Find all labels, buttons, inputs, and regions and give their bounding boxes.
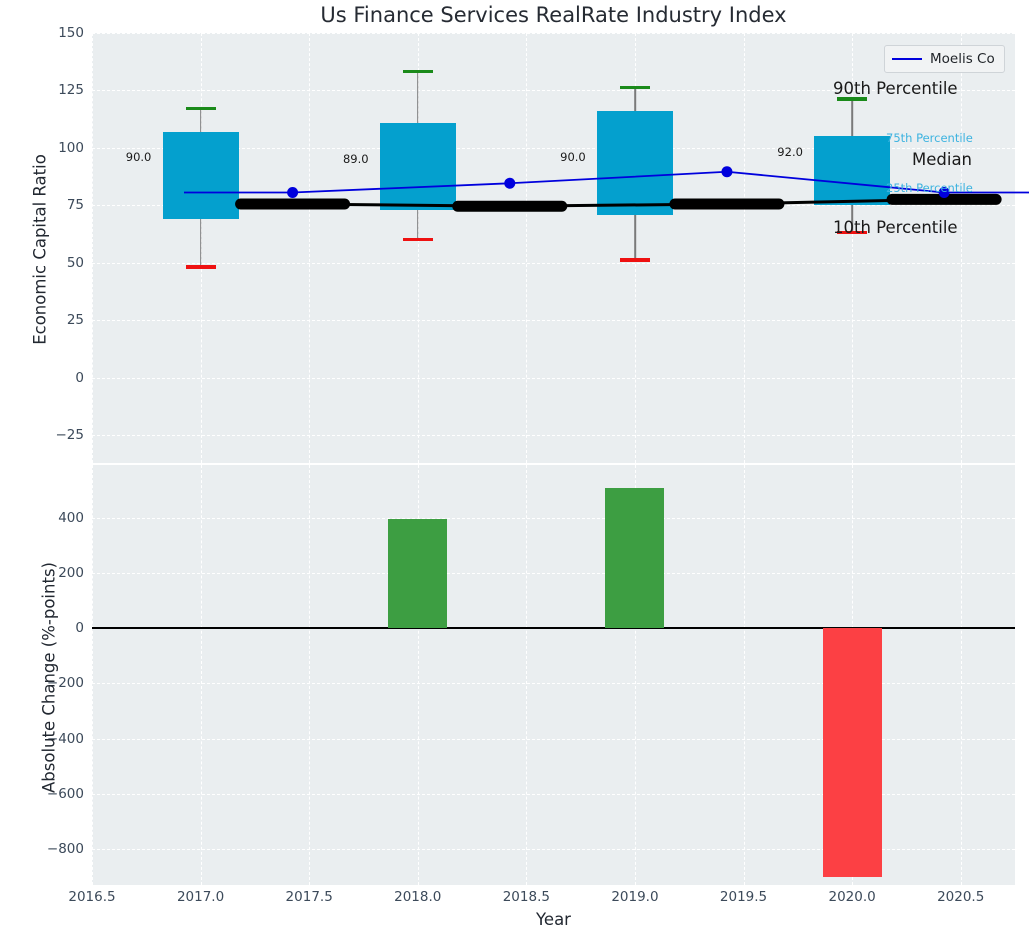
p90-cap — [837, 97, 868, 101]
p90-cap — [402, 69, 433, 74]
series-marker — [504, 177, 516, 189]
p10-cap — [402, 237, 433, 242]
gridline — [92, 90, 1015, 92]
p90-cap — [185, 106, 216, 110]
gridline — [92, 465, 93, 885]
p10-annotation: 10th Percentile — [833, 218, 958, 237]
y-tick-label: 200 — [58, 564, 84, 581]
gridline — [417, 465, 419, 885]
x-tick-label: 2020.5 — [937, 889, 985, 905]
x-tick-label: 2018.5 — [502, 889, 550, 905]
gridline — [92, 683, 1015, 685]
legend[interactable]: Moelis Co — [884, 45, 1005, 73]
p25-annotation: 25th Percentile — [886, 181, 973, 195]
gridline — [526, 33, 528, 463]
y-tick-label: 0 — [75, 620, 84, 637]
y-tick-label: 25 — [66, 312, 84, 329]
gridline — [92, 320, 1015, 322]
median-value-label: 90.0 — [560, 149, 586, 164]
median-annotation: Median — [912, 150, 973, 169]
y-tick-label: −25 — [55, 427, 85, 444]
y-tick-label: −800 — [46, 841, 84, 858]
x-tick-label: 2016.5 — [68, 889, 116, 905]
y-tick-label: 100 — [58, 139, 84, 156]
gridline — [634, 465, 636, 885]
x-tick-label: 2019.5 — [719, 889, 768, 905]
gridline — [92, 262, 1015, 264]
gridline — [743, 33, 745, 463]
y-tick-label: 0 — [75, 369, 84, 386]
gridline — [526, 465, 528, 885]
p90-cap — [619, 85, 650, 90]
p90-annotation: 90th Percentile — [833, 79, 958, 98]
gridline — [960, 33, 962, 463]
y-tick-label: −600 — [46, 785, 84, 802]
gridline — [743, 465, 745, 885]
box-iqr — [379, 122, 456, 211]
series-marker — [721, 166, 733, 178]
gridline — [960, 465, 962, 885]
p10-cap — [619, 258, 650, 262]
series-marker — [287, 186, 299, 198]
x-tick-label: 2017.0 — [176, 889, 225, 905]
gridline — [92, 572, 1015, 574]
p75-annotation: 75th Percentile — [886, 131, 973, 145]
x-axis-label: Year — [536, 910, 571, 929]
gridline — [92, 33, 93, 463]
box-iqr — [814, 136, 891, 206]
legend-swatch-moelis-co — [892, 58, 922, 60]
box-plot-panel: 90.0 89.0 90.0 92.0 — [92, 33, 1029, 463]
y-axis-label-top: Economic Capital Ratio — [30, 154, 50, 345]
bar-negative — [822, 628, 882, 877]
gridline — [92, 435, 1015, 437]
bar-positive — [605, 487, 665, 629]
x-tick-label: 2019.0 — [611, 889, 659, 905]
y-tick-label: 50 — [66, 254, 84, 271]
x-tick-label: 2018.0 — [394, 889, 442, 905]
p10-cap — [185, 265, 216, 269]
x-tick-label: 2020.0 — [828, 889, 876, 905]
legend-label-moelis-co: Moelis Co — [930, 51, 995, 67]
gridline — [309, 33, 311, 463]
gridline — [200, 465, 202, 885]
gridline — [92, 377, 1015, 379]
chart-title: Us Finance Services RealRate Industry In… — [320, 3, 787, 27]
gridline — [92, 738, 1015, 740]
y-tick-label: 150 — [58, 25, 84, 41]
p10-cap — [837, 230, 868, 235]
gridline — [92, 33, 1015, 34]
gridline — [92, 517, 1015, 519]
bar-chart-panel — [92, 465, 1015, 885]
gridline — [92, 147, 1015, 149]
y-tick-label: 125 — [58, 82, 84, 99]
zero-baseline — [92, 626, 1015, 630]
gridline — [92, 793, 1015, 795]
median-value-label: 90.0 — [125, 149, 152, 164]
gridline — [92, 849, 1015, 851]
median-value-label: 89.0 — [342, 152, 369, 167]
box-iqr — [162, 131, 239, 220]
y-tick-label: −200 — [46, 675, 84, 692]
y-tick-label: 400 — [58, 509, 84, 526]
gridline — [417, 33, 419, 463]
median-value-label: 92.0 — [777, 145, 803, 160]
x-tick-label: 2017.5 — [285, 889, 333, 905]
gridline — [852, 33, 854, 463]
y-tick-label: 75 — [66, 197, 84, 214]
y-axis-label-bottom: Absolute Change (%-points) — [39, 562, 59, 793]
y-tick-label: −400 — [46, 730, 84, 747]
box-iqr — [596, 111, 673, 215]
bar-positive — [388, 518, 448, 629]
gridline — [309, 465, 311, 885]
